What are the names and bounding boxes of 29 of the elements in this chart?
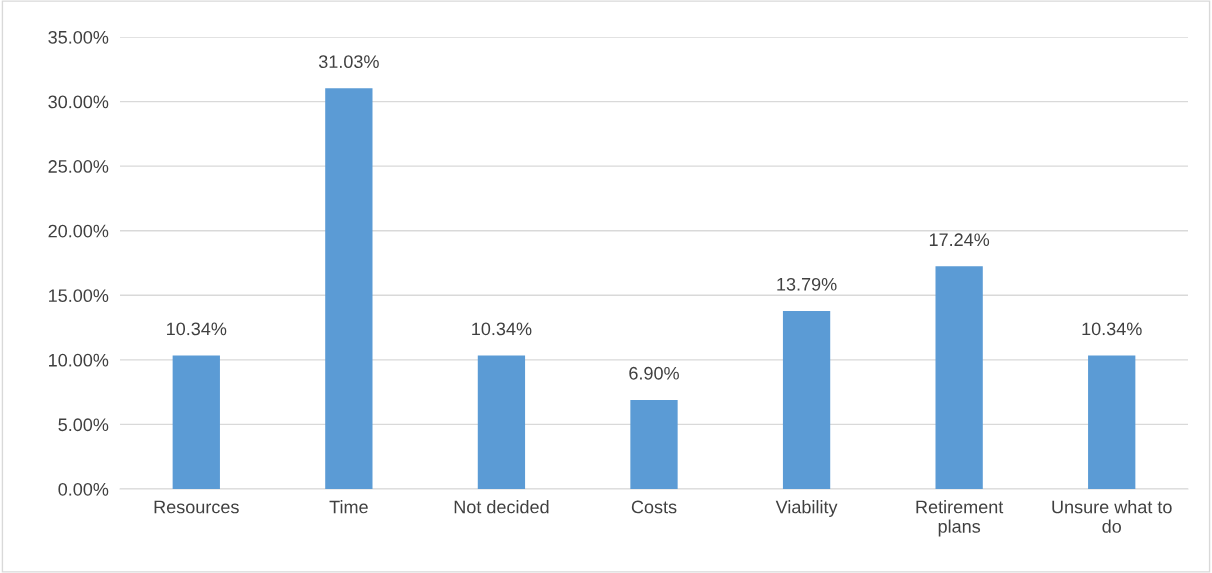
y-tick-label: 15.00% (49, 289, 109, 303)
x-tick-label: Unsure what to do (1052, 500, 1172, 533)
bar (935, 266, 983, 489)
x-tick-label: Not decided (454, 500, 549, 514)
data-label: 31.03% (318, 55, 379, 69)
y-tick-label: 35.00% (48, 30, 109, 44)
bar (172, 355, 220, 489)
data-label: 10.34% (167, 322, 227, 336)
x-tick-label: Viability (775, 500, 838, 517)
y-tick-label: 10.00% (49, 353, 109, 367)
bar (1088, 355, 1136, 489)
data-label: 10.34% (1082, 322, 1142, 336)
x-tick-label: Time (329, 500, 368, 514)
data-label: 6.90% (629, 366, 679, 380)
bar (325, 88, 373, 489)
y-tick-label: 5.00% (58, 418, 109, 432)
x-tick-label: Costs (631, 500, 677, 514)
bar (782, 310, 831, 489)
x-tick-label: Resources (154, 500, 239, 514)
bar (630, 399, 678, 489)
x-tick-label: Retirement plans (916, 500, 1004, 537)
y-tick-label: 0.00% (58, 482, 109, 496)
y-tick-label: 30.00% (48, 95, 109, 109)
data-label: 13.79% (777, 277, 837, 291)
y-tick-label: 25.00% (48, 160, 109, 173)
y-tick-label: 20.00% (48, 224, 109, 238)
bar (477, 355, 526, 489)
data-label: 17.24% (929, 233, 990, 247)
data-label: 10.34% (472, 322, 532, 336)
